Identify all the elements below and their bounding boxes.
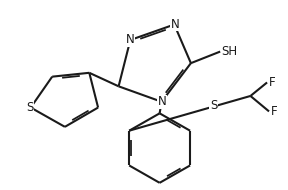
Text: S: S	[26, 101, 33, 114]
Text: SH: SH	[222, 45, 238, 58]
Text: N: N	[158, 95, 166, 108]
Text: N: N	[126, 33, 134, 46]
Text: F: F	[268, 76, 275, 89]
Text: S: S	[210, 99, 217, 112]
Text: N: N	[170, 17, 179, 31]
Text: F: F	[270, 105, 277, 118]
